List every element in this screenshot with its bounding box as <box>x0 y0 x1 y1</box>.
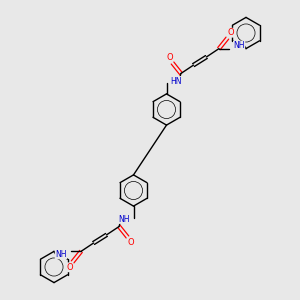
Text: HN: HN <box>171 76 182 85</box>
Text: NH: NH <box>233 41 245 50</box>
Text: O: O <box>166 53 173 62</box>
Text: O: O <box>127 238 134 247</box>
Text: NH: NH <box>55 250 67 259</box>
Text: O: O <box>66 263 73 272</box>
Text: NH: NH <box>118 214 129 224</box>
Text: O: O <box>227 28 234 37</box>
